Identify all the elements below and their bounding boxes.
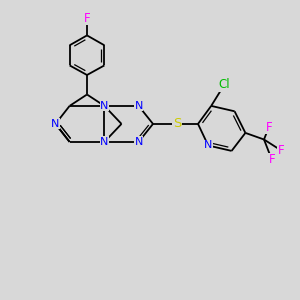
Text: F: F bbox=[268, 153, 275, 166]
Text: N: N bbox=[134, 101, 143, 111]
Text: N: N bbox=[100, 137, 109, 147]
Text: N: N bbox=[134, 137, 143, 147]
Text: F: F bbox=[266, 121, 272, 134]
Text: F: F bbox=[278, 144, 285, 157]
Text: Cl: Cl bbox=[219, 78, 230, 91]
Text: N: N bbox=[204, 140, 212, 151]
Text: S: S bbox=[173, 117, 181, 130]
Text: F: F bbox=[84, 11, 90, 25]
Text: N: N bbox=[51, 119, 60, 129]
Text: N: N bbox=[100, 101, 109, 111]
